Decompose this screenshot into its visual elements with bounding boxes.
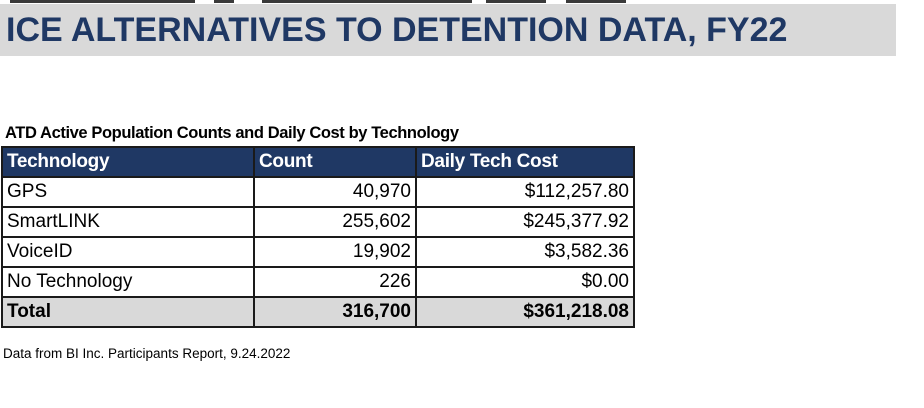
technology-cell: SmartLINK bbox=[1, 206, 255, 238]
column-header-technology: Technology bbox=[1, 146, 255, 178]
cut-off-text-fragment bbox=[486, 0, 546, 3]
technology-cell: GPS bbox=[1, 176, 255, 208]
total-count-cell: 316,700 bbox=[253, 296, 417, 328]
cut-off-text-above bbox=[0, 0, 924, 4]
daily-tech-cost-cell: $245,377.92 bbox=[415, 206, 635, 238]
cut-off-text-fragment bbox=[214, 0, 234, 3]
cut-off-text-fragment bbox=[262, 0, 472, 3]
table-row: No Technology 226 $0.00 bbox=[1, 266, 635, 298]
daily-tech-cost-cell: $0.00 bbox=[415, 266, 635, 298]
column-header-daily-tech-cost: Daily Tech Cost bbox=[415, 146, 635, 178]
page-title: ICE ALTERNATIVES TO DETENTION DATA, FY22 bbox=[6, 11, 788, 49]
count-cell: 255,602 bbox=[253, 206, 417, 238]
table-row: VoiceID 19,902 $3,582.36 bbox=[1, 236, 635, 268]
cut-off-text-fragment bbox=[10, 0, 195, 3]
daily-tech-cost-cell: $112,257.80 bbox=[415, 176, 635, 208]
cut-off-text-fragment bbox=[566, 0, 626, 3]
total-daily-tech-cost-cell: $361,218.08 bbox=[415, 296, 635, 328]
atd-table: Technology Count Daily Tech Cost GPS 40,… bbox=[1, 146, 635, 328]
table-caption: ATD Active Population Counts and Daily C… bbox=[5, 124, 459, 142]
technology-cell: VoiceID bbox=[1, 236, 255, 268]
table-total-row: Total 316,700 $361,218.08 bbox=[1, 296, 635, 328]
source-footnote: Data from BI Inc. Participants Report, 9… bbox=[3, 346, 291, 361]
title-band: ICE ALTERNATIVES TO DETENTION DATA, FY22 bbox=[0, 4, 896, 56]
column-header-count: Count bbox=[253, 146, 417, 178]
table-header-row: Technology Count Daily Tech Cost bbox=[1, 146, 635, 178]
table-row: GPS 40,970 $112,257.80 bbox=[1, 176, 635, 208]
daily-tech-cost-cell: $3,582.36 bbox=[415, 236, 635, 268]
count-cell: 19,902 bbox=[253, 236, 417, 268]
count-cell: 226 bbox=[253, 266, 417, 298]
technology-cell: No Technology bbox=[1, 266, 255, 298]
table-row: SmartLINK 255,602 $245,377.92 bbox=[1, 206, 635, 238]
total-label-cell: Total bbox=[1, 296, 255, 328]
count-cell: 40,970 bbox=[253, 176, 417, 208]
